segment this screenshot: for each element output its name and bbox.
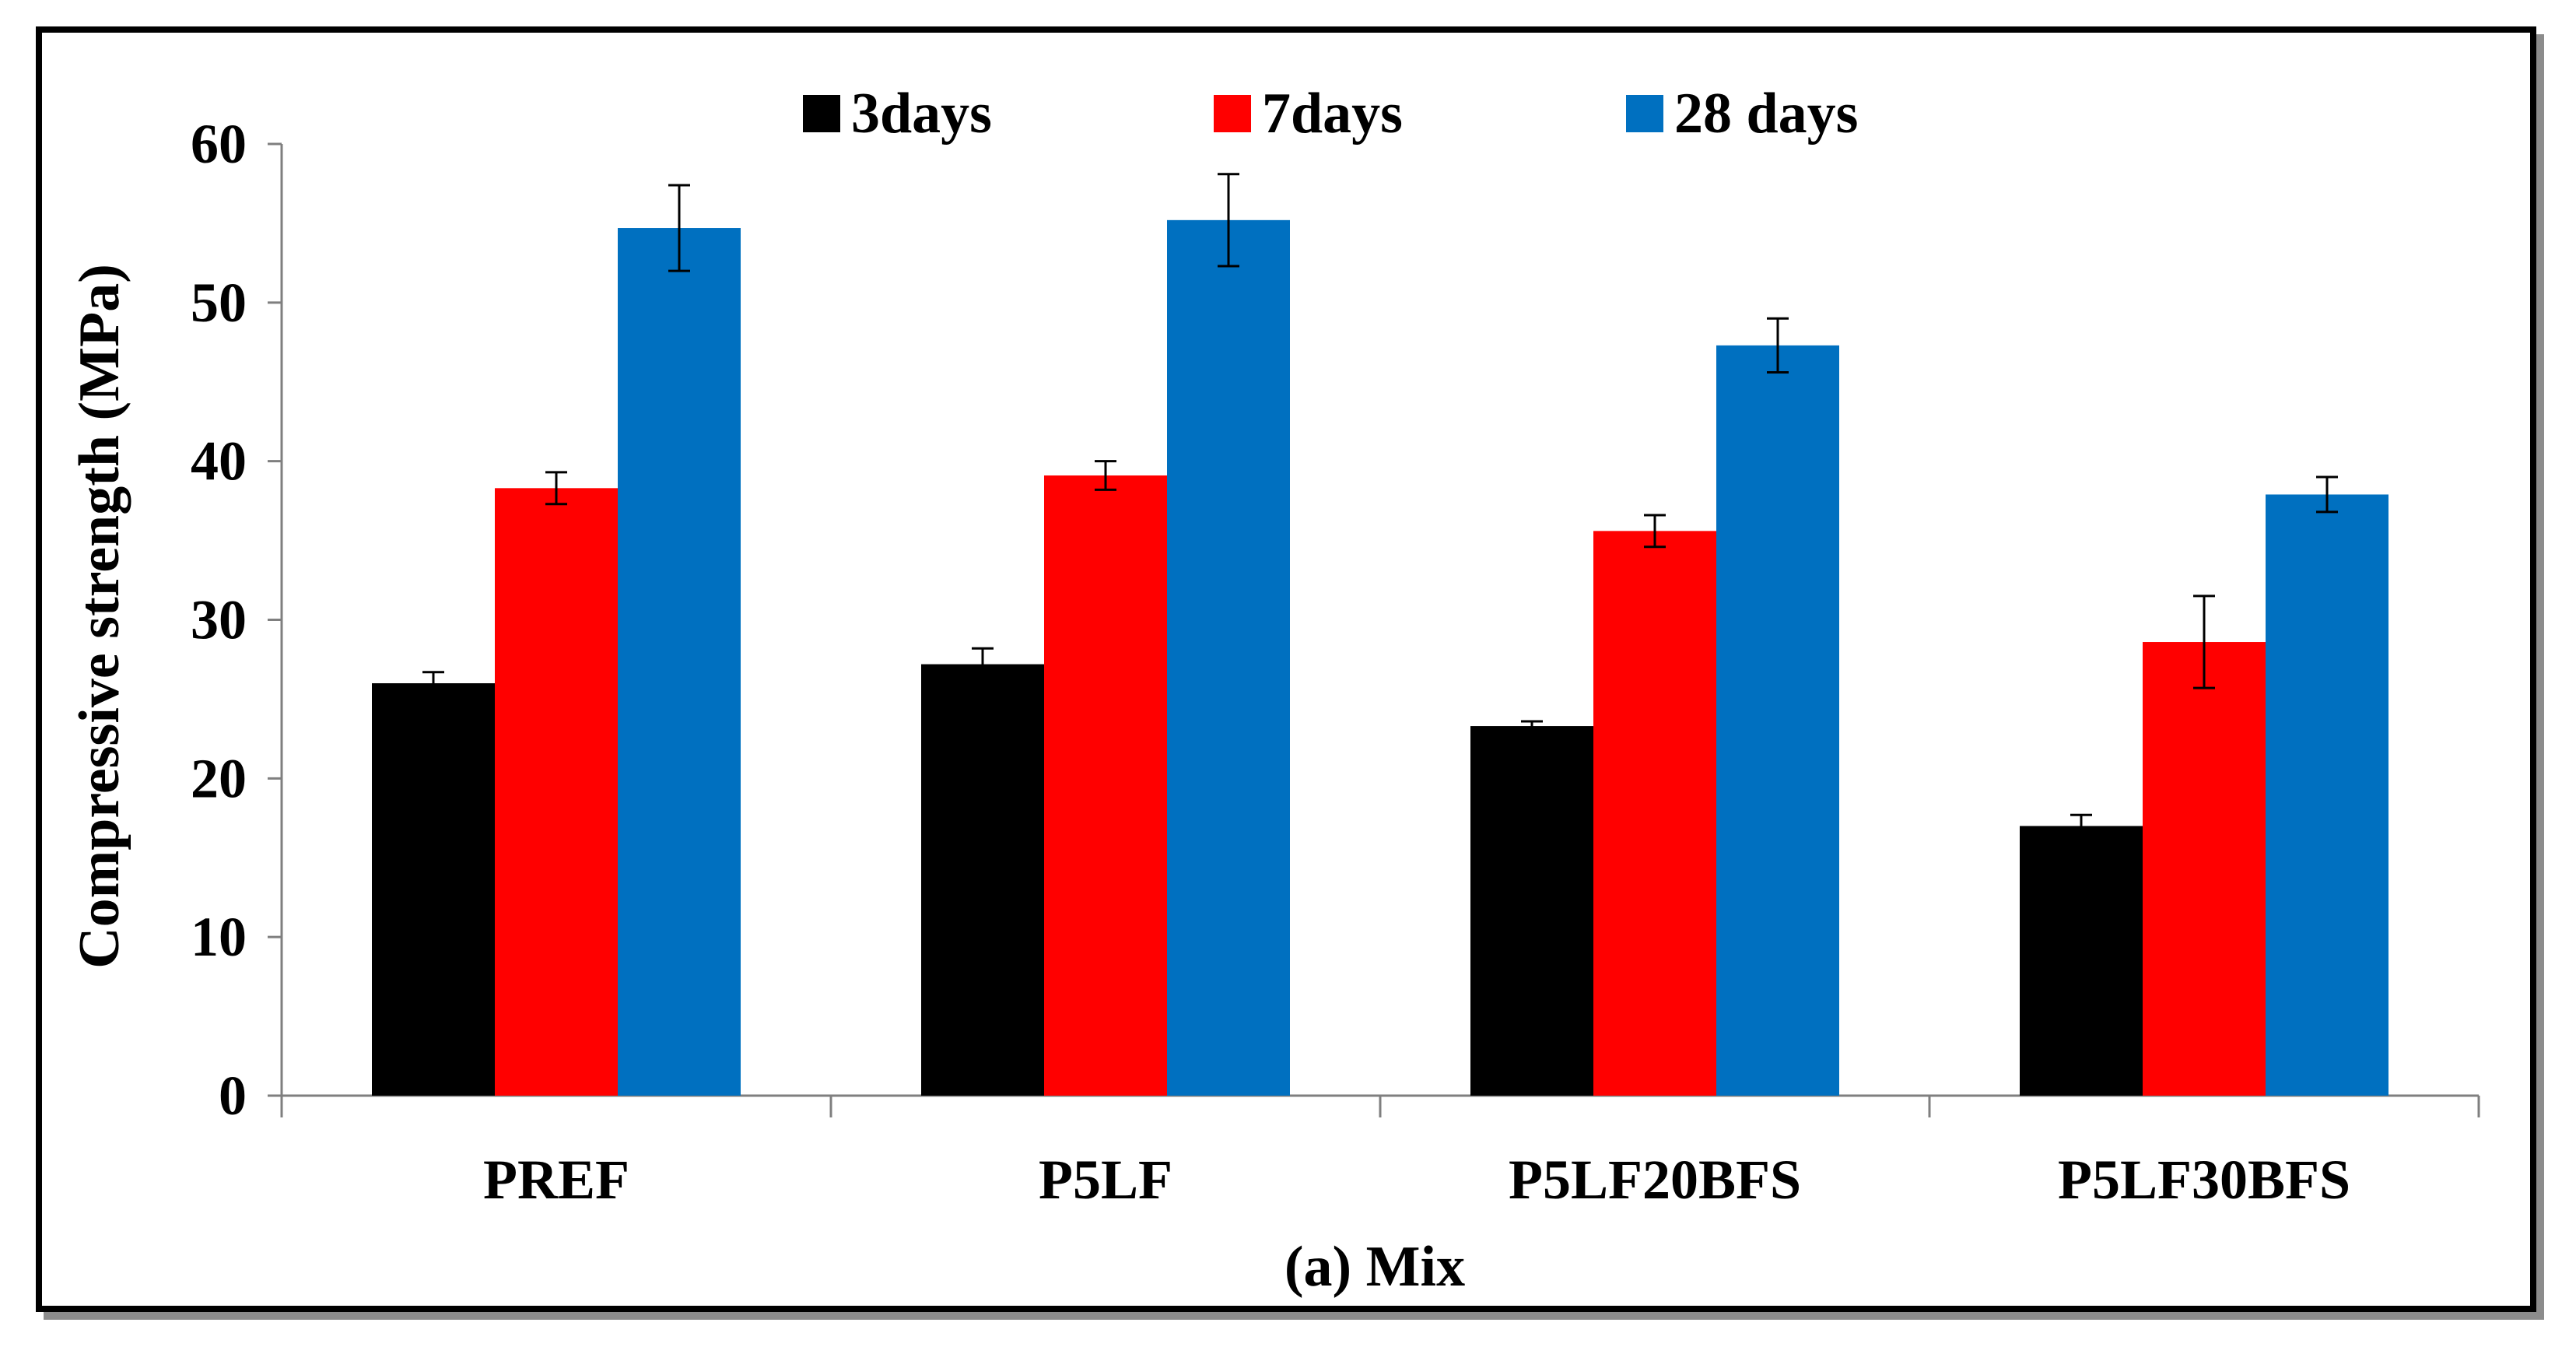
bars: [372, 219, 2388, 1096]
error-bar: [1218, 173, 1239, 268]
bar: [2266, 494, 2388, 1096]
y-axis: 0 10 20 30 40 50 60: [191, 113, 283, 1127]
error-bar: [545, 471, 567, 506]
error-bar: [668, 184, 690, 272]
legend-label: 28 days: [1674, 82, 1858, 146]
legend-swatch: [1214, 95, 1251, 132]
legend: 3days 7days 28 days: [803, 82, 1858, 146]
y-tick-label: 60: [191, 113, 247, 175]
error-bar: [972, 647, 994, 682]
error-bar: [422, 671, 444, 696]
bar: [618, 228, 741, 1096]
bar: [1593, 531, 1716, 1096]
legend-item: 3days: [803, 82, 992, 146]
legend-item: 7days: [1214, 82, 1403, 146]
x-axis: PREF P5LF P5LF20BFS P5LF30BFS: [280, 1094, 2480, 1211]
bar: [1716, 345, 1839, 1096]
x-category-label: P5LF30BFS: [2058, 1149, 2350, 1211]
error-bar: [1521, 720, 1543, 732]
y-tick-label: 20: [191, 747, 247, 809]
error-bar: [1095, 460, 1116, 491]
bar: [1167, 219, 1290, 1096]
y-tick-label: 40: [191, 430, 247, 493]
legend-item: 28 days: [1626, 82, 1858, 146]
error-bar: [2070, 813, 2092, 839]
bar: [921, 664, 1044, 1096]
legend-label: 7days: [1262, 82, 1403, 146]
bar: [372, 683, 495, 1096]
legend-swatch: [1626, 95, 1663, 132]
y-tick-label: 30: [191, 589, 247, 651]
legend-swatch: [803, 95, 840, 132]
error-bar: [2193, 595, 2215, 689]
x-category-label: PREF: [483, 1149, 629, 1211]
error-bars: [422, 173, 2338, 839]
bar: [2020, 826, 2143, 1096]
y-axis-title: Compressive strength (MPa): [68, 264, 131, 969]
bar: [495, 488, 618, 1096]
error-bar: [1767, 317, 1789, 374]
x-axis-title: (a) Mix: [1284, 1235, 1465, 1299]
x-category-label: P5LF: [1039, 1149, 1172, 1211]
bar: [1044, 475, 1167, 1096]
x-category-label: P5LF20BFS: [1509, 1149, 1801, 1211]
y-tick-label: 0: [219, 1065, 247, 1127]
y-tick-label: 50: [191, 272, 247, 334]
bar: [1470, 726, 1593, 1096]
error-bar: [1644, 514, 1666, 549]
y-tick-label: 10: [191, 906, 247, 968]
error-bar: [2316, 475, 2338, 514]
legend-label: 3days: [851, 82, 992, 146]
bar: [2143, 642, 2266, 1096]
